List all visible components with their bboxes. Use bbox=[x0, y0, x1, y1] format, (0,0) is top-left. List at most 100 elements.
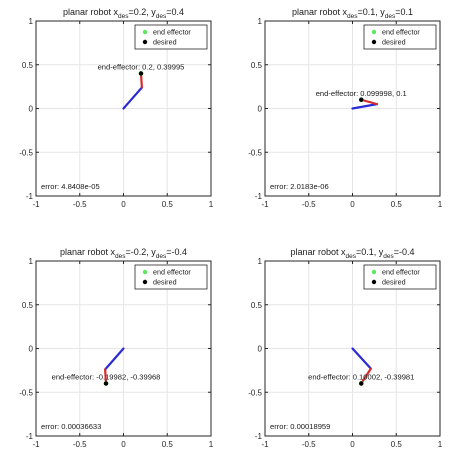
x-tick-label: 0.5 bbox=[162, 440, 174, 449]
x-tick-label: -0.5 bbox=[302, 200, 316, 209]
y-tick-label: -0.5 bbox=[19, 148, 33, 157]
x-tick-label: -1 bbox=[32, 200, 40, 209]
y-tick-label: 0 bbox=[29, 345, 34, 354]
x-tick-label: 0.5 bbox=[391, 200, 403, 209]
robot-link-2 bbox=[360, 98, 379, 106]
legend-marker-desired bbox=[371, 279, 377, 285]
robot-link-2 bbox=[360, 367, 372, 385]
chart-title: planar robot xdes=0.1, ydes=-0.4 bbox=[290, 247, 414, 260]
robot-link-1 bbox=[104, 347, 125, 371]
y-tick-label: 0.5 bbox=[22, 61, 34, 70]
y-tick-label: 0.5 bbox=[251, 301, 263, 310]
x-tick-label: -0.5 bbox=[73, 200, 87, 209]
desired-point bbox=[138, 71, 144, 76]
legend-marker-end-effector bbox=[371, 29, 377, 35]
title-part: des bbox=[347, 13, 358, 20]
y-tick-label: -1 bbox=[255, 192, 263, 201]
y-tick-label: -1 bbox=[26, 192, 34, 201]
y-tick-label: -0.5 bbox=[248, 148, 262, 157]
x-tick-label: 1 bbox=[438, 440, 443, 449]
y-tick-label: -0.5 bbox=[19, 388, 33, 397]
desired-point bbox=[359, 97, 364, 102]
x-tick-label: 0.5 bbox=[391, 440, 403, 449]
x-tick-label: -1 bbox=[261, 200, 269, 209]
title-part: des bbox=[385, 13, 396, 20]
legend-box bbox=[134, 24, 208, 50]
title-part: des bbox=[115, 253, 126, 260]
title-part: des bbox=[118, 13, 129, 20]
title-part: planar robot x bbox=[292, 7, 348, 17]
error-text: error: 2.0183e-06 bbox=[270, 182, 329, 191]
title-part: =-0.2, y bbox=[126, 247, 157, 257]
title-part: =0.2, y bbox=[128, 7, 156, 17]
x-tick-label: -0.5 bbox=[302, 440, 316, 449]
legend-label: end effector bbox=[382, 268, 420, 277]
x-tick-label: 0.5 bbox=[162, 200, 174, 209]
title-part: =0.4 bbox=[166, 7, 184, 17]
y-tick-label: 0 bbox=[258, 345, 263, 354]
y-tick-label: 0 bbox=[258, 105, 263, 114]
robot-link-1 bbox=[122, 86, 143, 110]
y-tick-label: 0 bbox=[29, 105, 34, 114]
legend-box bbox=[363, 24, 437, 50]
x-tick-label: 0 bbox=[350, 200, 355, 209]
chart-title: planar robot xdes=0.1, ydes=0.1 bbox=[292, 7, 413, 20]
robot-link-1 bbox=[351, 103, 379, 110]
legend-marker-end-effector bbox=[371, 269, 377, 275]
x-tick-label: 1 bbox=[438, 200, 443, 209]
legend-box bbox=[363, 264, 437, 290]
title-part: =0.1, y bbox=[356, 247, 384, 257]
legend-marker-end-effector bbox=[142, 269, 148, 275]
y-tick-label: 1 bbox=[258, 17, 263, 26]
legend-marker-desired bbox=[142, 39, 148, 45]
error-text: error: 0.00036633 bbox=[41, 422, 101, 431]
chart-title: planar robot xdes=0.2, ydes=0.4 bbox=[63, 7, 184, 20]
title-part: des bbox=[156, 253, 167, 260]
legend-box bbox=[134, 264, 208, 290]
title-part: planar robot x bbox=[63, 7, 119, 17]
legend-label: end effector bbox=[382, 28, 420, 37]
legend-marker-end-effector bbox=[142, 29, 148, 35]
end-effector-annotation: end-effector: 0.2, 0.39995 bbox=[98, 63, 185, 72]
legend-label: end effector bbox=[153, 28, 191, 37]
end-effector-annotation: end-effector: 0.099998, 0.1 bbox=[316, 89, 407, 98]
x-tick-label: 0 bbox=[121, 200, 126, 209]
legend-label: desired bbox=[153, 278, 177, 287]
title-part: des bbox=[346, 253, 357, 260]
legend-marker-desired bbox=[142, 279, 148, 285]
end-effector-annotation: end-effector: -0.19982, -0.39968 bbox=[52, 372, 161, 381]
end-effector-annotation: end-effector: 0.10002, -0.39981 bbox=[308, 372, 414, 381]
legend-label: desired bbox=[153, 38, 177, 47]
y-tick-label: 1 bbox=[29, 17, 34, 26]
x-tick-label: -1 bbox=[261, 440, 269, 449]
legend-label: desired bbox=[382, 278, 406, 287]
y-tick-label: -1 bbox=[255, 432, 263, 441]
chart-title: planar robot xdes=-0.2, ydes=-0.4 bbox=[60, 247, 187, 260]
x-tick-label: -1 bbox=[32, 440, 40, 449]
legend-label: desired bbox=[382, 38, 406, 47]
y-tick-label: -1 bbox=[26, 432, 34, 441]
x-tick-label: 0 bbox=[121, 440, 126, 449]
x-tick-label: 1 bbox=[209, 440, 214, 449]
title-part: planar robot x bbox=[60, 247, 116, 257]
x-tick-label: 1 bbox=[209, 200, 214, 209]
title-part: =-0.4 bbox=[166, 247, 187, 257]
title-part: =0.1, y bbox=[357, 7, 385, 17]
y-tick-label: 1 bbox=[29, 257, 34, 266]
y-tick-label: 0.5 bbox=[22, 301, 34, 310]
title-part: des bbox=[156, 13, 167, 20]
desired-point bbox=[359, 381, 364, 386]
title-part: planar robot x bbox=[290, 247, 346, 257]
desired-point bbox=[103, 381, 109, 386]
x-tick-label: -0.5 bbox=[73, 440, 87, 449]
legend-marker-desired bbox=[371, 39, 377, 45]
